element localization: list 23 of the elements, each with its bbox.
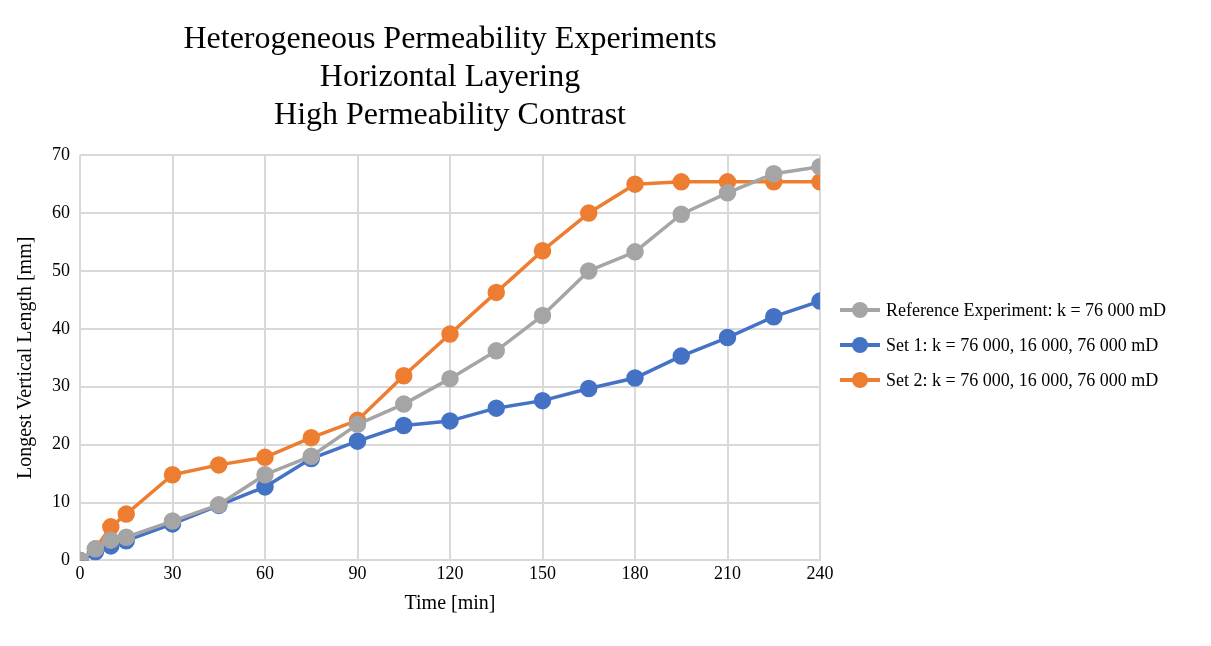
y-tick-label: 30: [52, 375, 70, 396]
y-tick-label: 0: [61, 549, 70, 570]
x-tick-label: 180: [621, 562, 649, 583]
y-axis-title: Longest Vertical Length [mm]: [13, 236, 37, 479]
x-axis-title: Time [min]: [404, 591, 496, 614]
y-tick-label: 40: [52, 317, 70, 338]
legend-label: Reference Experiment: k = 76 000 mD: [886, 300, 1167, 321]
x-tick-label: 210: [714, 562, 741, 583]
x-tick-label: 30: [163, 562, 182, 583]
x-tick-label: 60: [256, 562, 274, 583]
legend-label: Set 2: k = 76 000, 16 000, 76 000 mD: [886, 370, 1159, 391]
y-tick-label: 10: [52, 491, 70, 512]
x-tick-label: 150: [529, 562, 556, 583]
x-tick-label: 0: [75, 562, 85, 583]
y-tick-label: 50: [52, 259, 70, 280]
x-tick-label: 240: [806, 562, 834, 583]
y-tick-label: 20: [52, 433, 70, 454]
chart-title: Heterogeneous Permeability Experiments Horizontal Layering High Permeability Contrast: [183, 18, 717, 132]
x-tick-label: 120: [436, 562, 464, 583]
legend-label: Set 1: k = 76 000, 16 000, 76 000 mD: [886, 335, 1159, 356]
x-tick-label: 90: [348, 562, 367, 583]
y-tick-label: 70: [52, 143, 70, 164]
y-tick-label: 60: [52, 201, 70, 222]
